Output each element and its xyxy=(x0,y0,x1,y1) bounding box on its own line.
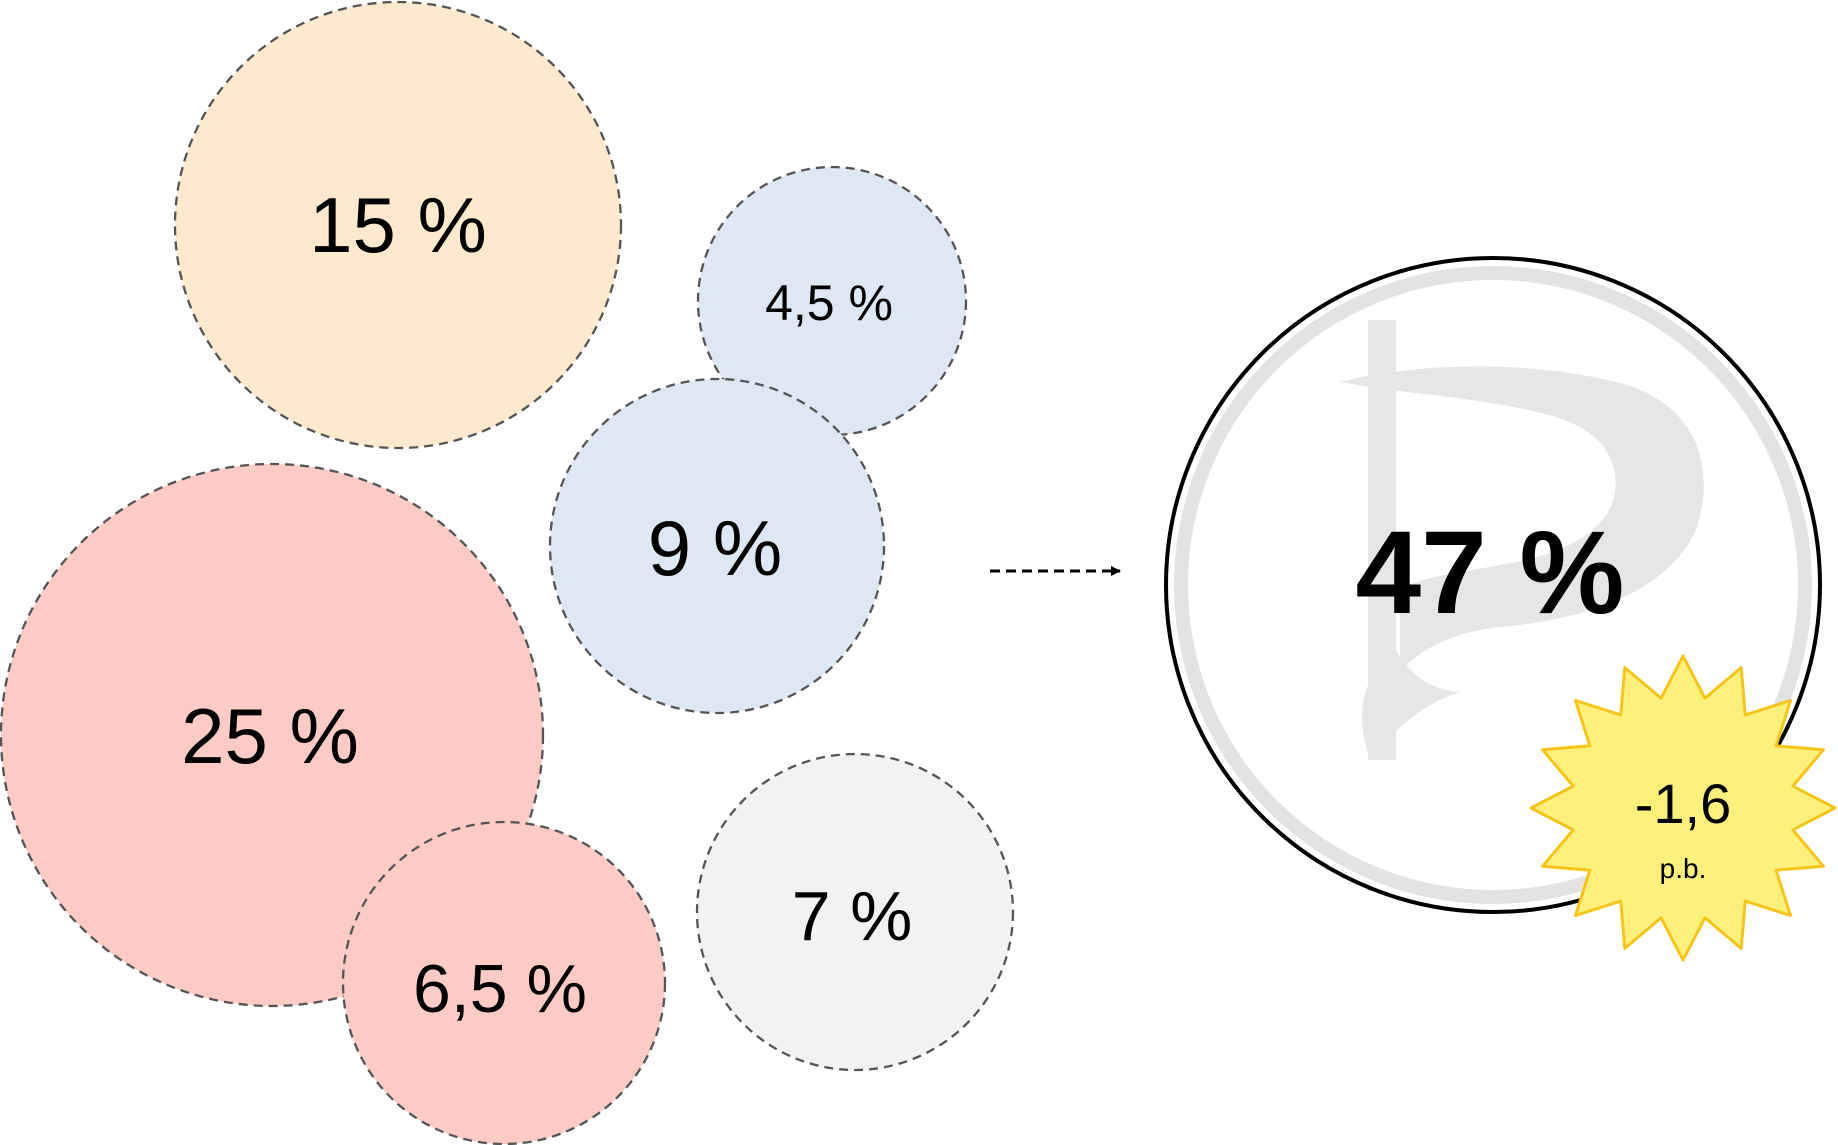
bubble-red-small-label: 6,5 % xyxy=(413,951,587,1027)
badge-value: -1,6 xyxy=(1635,772,1732,835)
change-badge: -1,6 p.b. xyxy=(1529,654,1837,962)
bubble-orange-label: 15 % xyxy=(309,181,487,269)
result-label: 47 % xyxy=(1356,507,1625,639)
bubble-orange-shape xyxy=(173,0,623,450)
bubble-grey-label: 7 % xyxy=(792,877,913,955)
badge-unit: p.b. xyxy=(1660,853,1707,884)
bubble-blue-medium: 9 % xyxy=(548,377,886,715)
bubble-grey: 7 % xyxy=(695,752,1015,1072)
result-circle-ring xyxy=(1174,266,1812,904)
bubble-red-large-label: 25 % xyxy=(181,692,359,780)
bubble-orange: 15 % xyxy=(173,0,623,450)
badge-starburst-shape xyxy=(1529,654,1837,962)
bubble-blue-medium-shape xyxy=(548,377,886,715)
pirate-party-flag-icon xyxy=(1340,320,1704,760)
bubble-red-small: 6,5 % xyxy=(341,820,667,1145)
bubble-blue-small-label: 4,5 % xyxy=(765,275,893,331)
bubble-blue-medium-label: 9 % xyxy=(648,504,782,592)
bubble-red-small-shape xyxy=(341,820,667,1145)
bubble-grey-shape xyxy=(695,752,1015,1072)
